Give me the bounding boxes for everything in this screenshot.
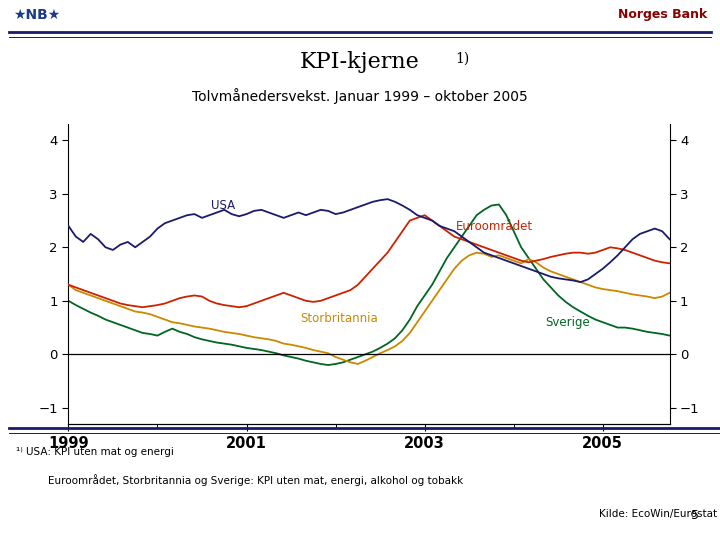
- Text: KPI-kjerne: KPI-kjerne: [300, 51, 420, 73]
- Text: ¹⁾ USA: KPI uten mat og energi: ¹⁾ USA: KPI uten mat og energi: [16, 447, 174, 457]
- Text: Kilde: EcoWin/Eurostat: Kilde: EcoWin/Eurostat: [599, 509, 717, 519]
- Text: Euroområdet: Euroområdet: [456, 220, 533, 233]
- Text: Storbritannia: Storbritannia: [300, 312, 378, 325]
- Text: Tolvmånedersvekst. Januar 1999 – oktober 2005: Tolvmånedersvekst. Januar 1999 – oktober…: [192, 88, 528, 104]
- Text: ★NB★: ★NB★: [13, 8, 60, 22]
- Text: 5: 5: [690, 509, 698, 522]
- Text: 1): 1): [455, 51, 469, 65]
- Text: USA: USA: [211, 199, 235, 212]
- Text: Sverige: Sverige: [545, 316, 590, 329]
- Text: Norges Bank: Norges Bank: [618, 8, 707, 21]
- Text: Euroområdet, Storbritannia og Sverige: KPI uten mat, energi, alkohol og tobakk: Euroområdet, Storbritannia og Sverige: K…: [48, 474, 463, 486]
